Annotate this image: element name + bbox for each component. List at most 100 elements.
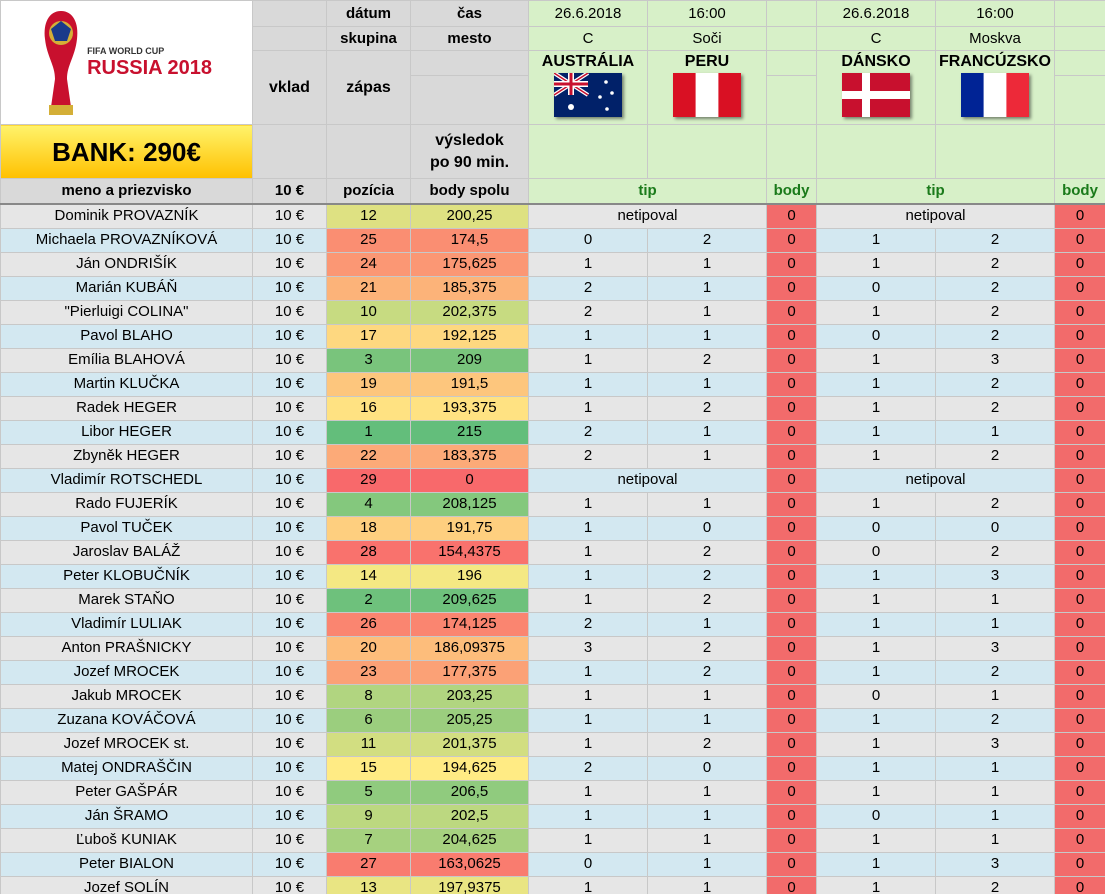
cell-pozicia[interactable]: 27 <box>326 851 411 877</box>
cell-tip-m1-home[interactable]: 1 <box>528 683 648 709</box>
cell-tip-m2-home[interactable]: 1 <box>816 299 936 325</box>
cell-tip-m2-home[interactable]: 0 <box>816 683 936 709</box>
cell-body-m2[interactable]: 0 <box>1054 539 1105 565</box>
cell-tip-m1[interactable]: netipoval <box>528 467 767 493</box>
cell-tip-m1-home[interactable]: 2 <box>528 419 648 445</box>
cell-body-m2[interactable]: 0 <box>1054 275 1105 301</box>
cell-body-m1[interactable]: 0 <box>766 515 817 541</box>
cell-tip-m1-away[interactable]: 1 <box>647 803 767 829</box>
cell-tip-m2-away[interactable]: 2 <box>935 251 1055 277</box>
cell-body-m1[interactable]: 0 <box>766 851 817 877</box>
match1-result-home[interactable] <box>528 124 648 179</box>
cell-tip-m1[interactable]: netipoval <box>528 203 767 229</box>
cell-vklad[interactable]: 10 € <box>252 443 327 469</box>
cell-name[interactable]: "Pierluigi COLINA" <box>0 299 253 325</box>
cell-name[interactable]: Rado FUJERÍK <box>0 491 253 517</box>
cell-name[interactable]: Pavol TUČEK <box>0 515 253 541</box>
cell-tip-m2-home[interactable]: 0 <box>816 323 936 349</box>
cell-tip-m1-away[interactable]: 1 <box>647 371 767 397</box>
cell-name[interactable]: Martin KLUČKA <box>0 371 253 397</box>
cell-body-m1[interactable]: 0 <box>766 779 817 805</box>
cell-body-m1[interactable]: 0 <box>766 203 817 229</box>
cell-body-spolu[interactable]: 192,125 <box>410 323 529 349</box>
cell-tip-m2-away[interactable]: 1 <box>935 803 1055 829</box>
cell-body-spolu[interactable]: 204,625 <box>410 827 529 853</box>
cell-tip-m2[interactable]: netipoval <box>816 203 1055 229</box>
cell-body-spolu[interactable]: 202,375 <box>410 299 529 325</box>
cell-tip-m1-away[interactable]: 1 <box>647 275 767 301</box>
cell-body-m1[interactable]: 0 <box>766 755 817 781</box>
cell-tip-m2-away[interactable]: 2 <box>935 275 1055 301</box>
cell-tip-m2-away[interactable]: 2 <box>935 371 1055 397</box>
cell-name[interactable]: Dominik PROVAZNÍK <box>0 203 253 229</box>
cell-vklad[interactable]: 10 € <box>252 755 327 781</box>
cell-pozicia[interactable]: 21 <box>326 275 411 301</box>
cell-name[interactable]: Jozef SOLÍN <box>0 875 253 894</box>
cell-tip-m1-away[interactable]: 2 <box>647 563 767 589</box>
cell-body-spolu[interactable]: 183,375 <box>410 443 529 469</box>
cell-tip-m1-home[interactable]: 0 <box>528 851 648 877</box>
cell-pozicia[interactable]: 29 <box>326 467 411 493</box>
cell-body-m1[interactable]: 0 <box>766 731 817 757</box>
cell-name[interactable]: Emília BLAHOVÁ <box>0 347 253 373</box>
cell-tip-m2-away[interactable]: 1 <box>935 587 1055 613</box>
cell-name[interactable]: Libor HEGER <box>0 419 253 445</box>
cell-tip-m2-away[interactable]: 1 <box>935 755 1055 781</box>
cell-vklad[interactable]: 10 € <box>252 275 327 301</box>
cell-tip-m2-home[interactable]: 1 <box>816 419 936 445</box>
cell-tip-m2-home[interactable]: 1 <box>816 227 936 253</box>
cell-body-spolu[interactable]: 200,25 <box>410 203 529 229</box>
cell-pozicia[interactable]: 22 <box>326 443 411 469</box>
cell-body-spolu[interactable]: 0 <box>410 467 529 493</box>
cell-tip-m1-home[interactable]: 1 <box>528 563 648 589</box>
match2-result-away[interactable] <box>935 124 1055 179</box>
cell-body-m1[interactable]: 0 <box>766 371 817 397</box>
cell-pozicia[interactable]: 2 <box>326 587 411 613</box>
cell-name[interactable]: Michaela PROVAZNÍKOVÁ <box>0 227 253 253</box>
cell-pozicia[interactable]: 20 <box>326 635 411 661</box>
cell-tip-m2[interactable]: netipoval <box>816 467 1055 493</box>
cell-body-m1[interactable]: 0 <box>766 611 817 637</box>
cell-vklad[interactable]: 10 € <box>252 803 327 829</box>
cell-body-m1[interactable]: 0 <box>766 803 817 829</box>
cell-body-m2[interactable]: 0 <box>1054 251 1105 277</box>
cell-tip-m2-home[interactable]: 1 <box>816 779 936 805</box>
cell-name[interactable]: Marián KUBÁŇ <box>0 275 253 301</box>
cell-vklad[interactable]: 10 € <box>252 635 327 661</box>
cell-body-m1[interactable]: 0 <box>766 347 817 373</box>
cell-body-m2[interactable]: 0 <box>1054 515 1105 541</box>
cell-tip-m1-away[interactable]: 1 <box>647 683 767 709</box>
cell-tip-m2-home[interactable]: 1 <box>816 491 936 517</box>
cell-tip-m2-away[interactable]: 2 <box>935 323 1055 349</box>
cell-name[interactable]: Anton PRAŠNICKY <box>0 635 253 661</box>
cell-body-m2[interactable]: 0 <box>1054 683 1105 709</box>
cell-body-m2[interactable]: 0 <box>1054 659 1105 685</box>
cell-vklad[interactable]: 10 € <box>252 251 327 277</box>
cell-tip-m1-away[interactable]: 2 <box>647 659 767 685</box>
cell-body-m1[interactable]: 0 <box>766 563 817 589</box>
match1-result-away[interactable] <box>647 124 767 179</box>
cell-tip-m2-home[interactable]: 1 <box>816 395 936 421</box>
cell-body-m2[interactable]: 0 <box>1054 755 1105 781</box>
cell-body-spolu[interactable]: 163,0625 <box>410 851 529 877</box>
cell-tip-m1-away[interactable]: 1 <box>647 611 767 637</box>
cell-tip-m1-home[interactable]: 1 <box>528 731 648 757</box>
cell-vklad[interactable]: 10 € <box>252 875 327 894</box>
cell-body-spolu[interactable]: 186,09375 <box>410 635 529 661</box>
cell-tip-m2-home[interactable]: 1 <box>816 371 936 397</box>
cell-body-m1[interactable]: 0 <box>766 395 817 421</box>
cell-vklad[interactable]: 10 € <box>252 611 327 637</box>
cell-vklad[interactable]: 10 € <box>252 323 327 349</box>
cell-tip-m1-home[interactable]: 1 <box>528 707 648 733</box>
cell-body-m1[interactable]: 0 <box>766 323 817 349</box>
cell-body-spolu[interactable]: 209,625 <box>410 587 529 613</box>
cell-tip-m2-home[interactable]: 1 <box>816 755 936 781</box>
cell-vklad[interactable]: 10 € <box>252 707 327 733</box>
cell-pozicia[interactable]: 6 <box>326 707 411 733</box>
cell-name[interactable]: Ján ONDRIŠÍK <box>0 251 253 277</box>
cell-body-spolu[interactable]: 203,25 <box>410 683 529 709</box>
cell-tip-m1-home[interactable]: 2 <box>528 275 648 301</box>
cell-tip-m1-home[interactable]: 1 <box>528 587 648 613</box>
cell-tip-m1-home[interactable]: 1 <box>528 515 648 541</box>
cell-tip-m2-away[interactable]: 2 <box>935 491 1055 517</box>
